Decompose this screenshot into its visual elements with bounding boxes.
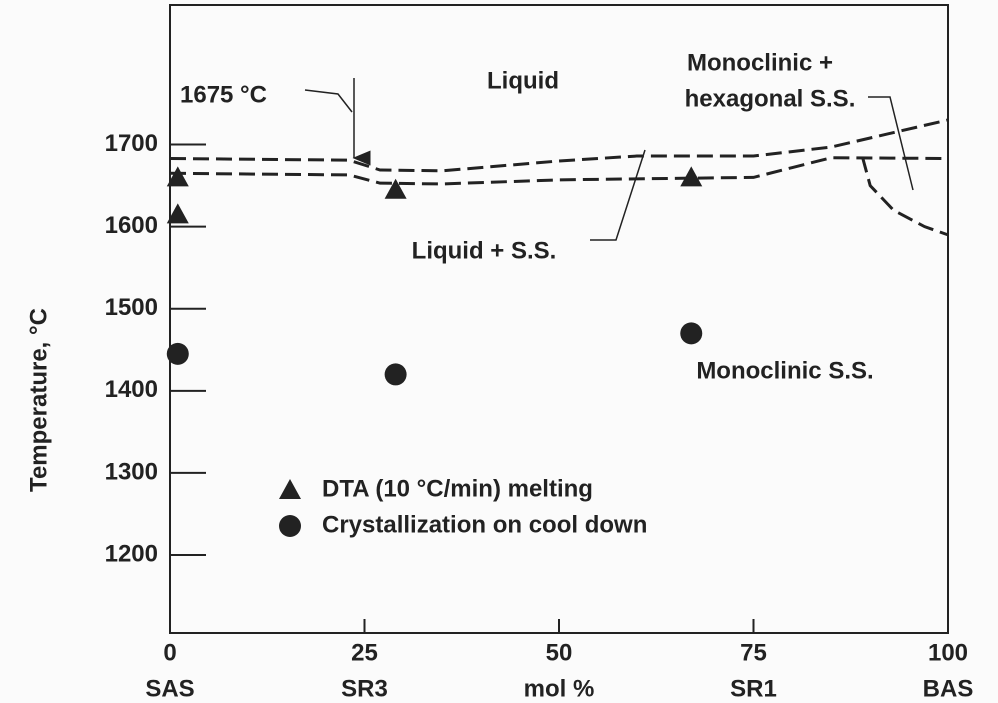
annotation: Monoclinic + [687,49,833,76]
triangle-point [384,178,407,199]
composition-label: SR1 [730,675,777,702]
x-tick-label: 0 [163,639,176,666]
triangle-point [680,166,703,187]
phase-boundary [860,156,949,237]
phase-boundary [169,118,949,173]
annotation: Liquid [487,67,559,94]
composition-label: SAS [145,675,194,702]
x-tick-label: 25 [351,639,378,666]
x-tick-label: 100 [928,639,968,666]
legend-label: DTA (10 °C/min) melting [322,475,593,502]
y-tick-label: 1600 [105,212,158,239]
x-axis-label: mol % [524,675,595,702]
legend-marker [279,515,301,537]
annotation: Monoclinic S.S. [696,357,873,384]
phase-boundary [169,156,949,186]
composition-label: SR3 [341,675,388,702]
legend-label: Crystallization on cool down [322,511,647,538]
legend-marker [279,479,301,499]
leader-line [590,149,646,241]
circle-point [680,322,703,345]
y-tick-label: 1300 [105,458,158,485]
y-axis-label: Temperature, °C [25,308,52,492]
triangle-point [166,166,189,187]
circle-point [384,363,407,386]
annotation: Liquid + S.S. [412,237,557,264]
circle-point [166,342,189,365]
triangle-point [166,203,189,224]
leader-line [868,96,914,191]
y-tick-label: 1500 [105,294,158,321]
annotation: 1675 °C [180,81,267,108]
x-tick-label: 75 [740,639,767,666]
x-tick-label: 50 [546,639,573,666]
y-tick-label: 1700 [105,130,158,157]
annotation: hexagonal S.S. [685,85,856,112]
y-tick-label: 1200 [105,540,158,567]
composition-label: BAS [923,675,974,702]
leader-line [304,89,353,113]
y-tick-label: 1400 [105,376,158,403]
